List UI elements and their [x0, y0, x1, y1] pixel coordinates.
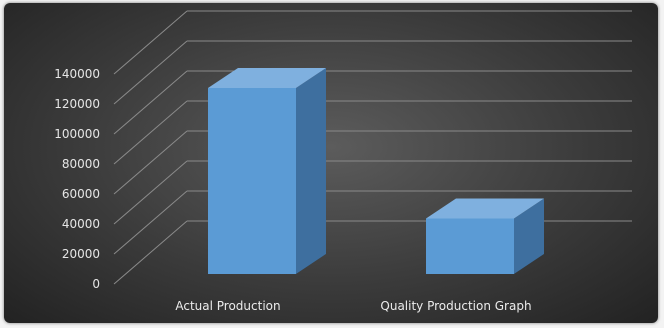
bar-side-face: [514, 198, 544, 274]
y-tick-label: 100000: [54, 127, 100, 141]
gridline-side: [113, 70, 188, 135]
gridline-side: [113, 130, 188, 195]
y-tick-label: 40000: [62, 217, 100, 231]
gridline-side: [113, 160, 188, 225]
gridline-side: [113, 190, 188, 255]
y-tick-label: 140000: [54, 67, 100, 81]
gridline-side: [113, 220, 188, 285]
y-tick-label: 60000: [62, 187, 100, 201]
gridline-side: [113, 100, 188, 165]
bar-top-face: [208, 68, 326, 88]
x-category-label: Quality Production Graph: [380, 299, 531, 313]
bar: [208, 88, 296, 274]
bar-chart: 0 20000 40000 60000 80000 100000 120000 140000 A…: [54, 10, 632, 313]
y-tick-label: 0: [92, 277, 100, 291]
bar-side-face: [296, 68, 326, 274]
y-tick-label: 80000: [62, 157, 100, 171]
gridline-side: [113, 40, 188, 105]
bar-top-face: [426, 198, 544, 219]
y-tick-label: 20000: [62, 247, 100, 261]
x-category-label: Actual Production: [175, 299, 280, 313]
bar: [426, 218, 514, 274]
chart-area: 0 20000 40000 60000 80000 100000 120000 140000 A…: [4, 3, 658, 323]
y-tick-label: 120000: [54, 97, 100, 111]
gridline-side: [113, 10, 188, 75]
